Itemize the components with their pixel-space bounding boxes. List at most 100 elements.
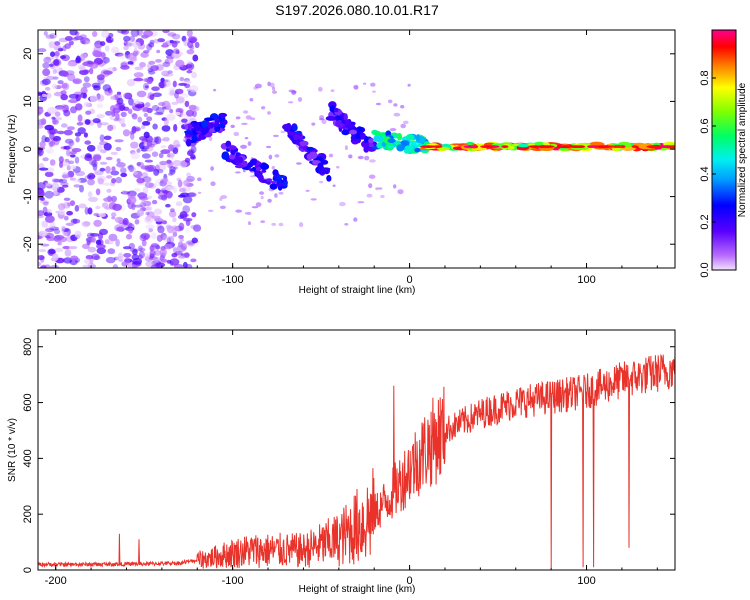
spectrogram-tone-cell bbox=[359, 132, 366, 140]
spectrogram-noise-cell bbox=[171, 253, 178, 258]
snr-x-axis-label: Height of straight line (km) bbox=[299, 584, 416, 595]
spectrogram-noise-cell bbox=[115, 238, 120, 247]
spectrogram-noise-cell bbox=[127, 61, 134, 65]
spectrogram-noise-cell bbox=[161, 220, 168, 225]
snr-y-tick-label: 600 bbox=[22, 393, 34, 411]
spectrogram-noise-cell bbox=[159, 248, 167, 256]
spectrogram-tone-cell bbox=[349, 129, 357, 135]
spectrogram-tone-cell bbox=[333, 107, 339, 113]
spectrogram-noise-cell bbox=[122, 190, 127, 195]
spectrogram-noise-cell bbox=[105, 256, 116, 264]
spectrogram-noise-cell bbox=[169, 169, 176, 175]
spectrogram-peak-cell bbox=[420, 145, 437, 149]
spectrogram-noise-cell bbox=[175, 96, 185, 104]
spectrogram-noise-cell bbox=[98, 212, 106, 218]
spectrogram-scatter-cell bbox=[244, 137, 249, 140]
spectrogram-noise-cell bbox=[131, 113, 138, 120]
spectrogram-noise-cell bbox=[99, 161, 108, 165]
spectrogram-noise-cell bbox=[192, 54, 199, 62]
spectrogram-noise-cell bbox=[179, 76, 185, 82]
spectrogram-noise-cell bbox=[168, 87, 176, 93]
spectrogram-scatter-cell bbox=[393, 103, 398, 107]
spectrogram-tone-cell bbox=[221, 152, 229, 160]
spectrogram-noise-cell bbox=[171, 225, 180, 232]
spectrogram-scatter-cell bbox=[278, 222, 284, 227]
spectrogram-noise-cell bbox=[132, 50, 139, 57]
spectrogram-noise-cell bbox=[96, 175, 107, 182]
spectrogram-noise-cell bbox=[144, 102, 151, 108]
spectrogram-noise-cell bbox=[143, 50, 150, 54]
spectrogram-noise-cell bbox=[186, 49, 195, 55]
spectrogram-noise-cell bbox=[148, 70, 156, 75]
spectrogram-noise-cell bbox=[181, 118, 188, 123]
spectrogram-noise-cell bbox=[111, 216, 116, 220]
spectrogram-peak-cell bbox=[646, 145, 662, 149]
spectrogram-noise-cell bbox=[88, 196, 98, 203]
spectrogram-noise-cell bbox=[53, 228, 61, 235]
spectrogram-noise-cell bbox=[38, 106, 44, 115]
spectrogram-noise-cell bbox=[68, 99, 78, 104]
spectrogram-noise-cell bbox=[105, 156, 113, 161]
spectrogram-noise-cell bbox=[41, 93, 47, 98]
spectrogram-noise-cell bbox=[191, 71, 197, 79]
spectrogram-scatter-cell bbox=[348, 154, 353, 159]
spectrogram-noise-cell bbox=[116, 97, 124, 105]
spectrogram-peak-cell bbox=[669, 145, 675, 148]
spectrogram-noise-cell bbox=[41, 220, 49, 228]
spectrogram-noise-cell bbox=[178, 255, 187, 259]
spectrogram-noise-cell bbox=[50, 264, 60, 268]
spectrogram-noise-cell bbox=[49, 221, 56, 229]
spectrogram-noise-cell bbox=[141, 106, 148, 113]
spectrogram-noise-cell bbox=[96, 103, 104, 109]
spectrogram-tone-cell bbox=[344, 119, 350, 126]
spectrogram-noise-cell bbox=[91, 160, 98, 168]
spectrogram-scatter-cell bbox=[235, 209, 243, 213]
spectrogram-noise-cell bbox=[57, 241, 62, 246]
spectrogram-noise-cell bbox=[140, 165, 150, 170]
spectrogram-tone-cell bbox=[415, 134, 421, 142]
spectrogram-tone-cell bbox=[234, 156, 244, 164]
spectrogram-noise-cell bbox=[186, 115, 195, 123]
snr-y-tick-label: 0 bbox=[22, 567, 34, 573]
spectrogram-noise-cell bbox=[102, 56, 110, 64]
spectrogram-scatter-cell bbox=[366, 193, 373, 198]
spectrogram-noise-cell bbox=[116, 162, 126, 168]
spectrogram-noise-cell bbox=[63, 215, 69, 221]
spectrogram-tone-cell bbox=[259, 163, 270, 171]
spectrogram-scatter-cell bbox=[375, 102, 382, 106]
spectrogram-noise-cell bbox=[54, 41, 61, 46]
spectrogram-noise-cell bbox=[179, 237, 184, 243]
spectrogram-tone-cell bbox=[373, 135, 383, 142]
spectrogram-noise-cell bbox=[123, 45, 129, 51]
spectrogram-noise-cell bbox=[128, 97, 134, 106]
spectrogram-noise-cell bbox=[184, 100, 190, 108]
spectrogram-noise-cell bbox=[168, 144, 174, 152]
spectrogram-noise-cell bbox=[144, 182, 154, 189]
spectrogram-noise-cell bbox=[145, 260, 154, 268]
spectrogram-noise-cell bbox=[111, 212, 117, 218]
spectrogram-noise-cell bbox=[75, 170, 86, 177]
spectrogram-scatter-cell bbox=[299, 222, 304, 228]
spectrogram-scatter-cell bbox=[380, 195, 385, 198]
spectrogram-tone-cell bbox=[396, 133, 403, 141]
snr-y-tick-label: 800 bbox=[22, 338, 34, 356]
spectrogram-noise-cell bbox=[73, 184, 81, 188]
spectrogram-noise-cell bbox=[182, 261, 188, 268]
spectrogram-noise-cell bbox=[140, 232, 151, 240]
spectrogram-noise-cell bbox=[133, 204, 144, 208]
spectrogram-scatter-cell bbox=[400, 123, 407, 129]
spectrogram-noise-cell bbox=[162, 42, 169, 47]
spectrogram-noise-cell bbox=[120, 30, 130, 35]
spectrogram-scatter-cell bbox=[274, 154, 280, 158]
spectrogram-scatter-cell bbox=[296, 162, 302, 165]
spectrogram-tone-cell bbox=[292, 124, 298, 132]
spectrogram-noise-cell bbox=[143, 30, 154, 37]
chart-title: S197.2026.080.10.01.R17 bbox=[275, 2, 439, 18]
spectrogram-noise-cell bbox=[104, 239, 110, 245]
spectrogram-noise-cell bbox=[96, 114, 105, 119]
spectrogram-noise-cell bbox=[54, 117, 62, 121]
spectrogram-scatter-cell bbox=[353, 217, 358, 222]
spectrogram-noise-cell bbox=[149, 249, 156, 257]
spectrogram-tone-cell bbox=[404, 145, 414, 150]
spectrogram-noise-cell bbox=[120, 167, 127, 174]
